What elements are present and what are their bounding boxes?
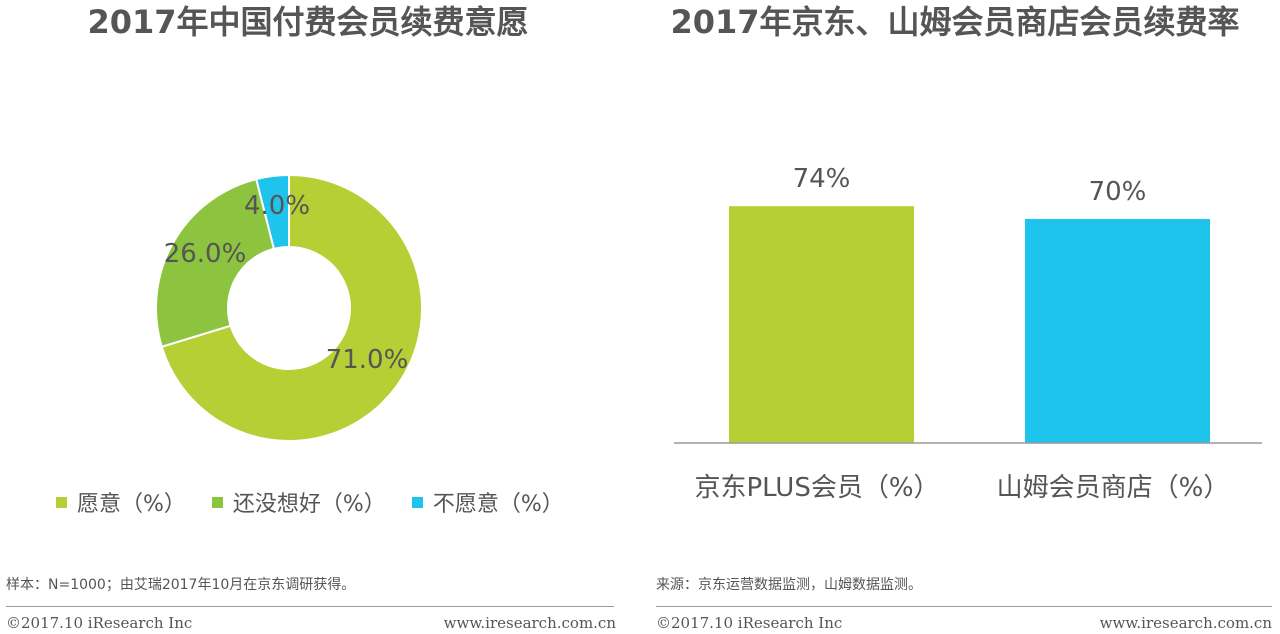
left-copyright: ©2017.10 iResearch Inc: [6, 614, 193, 632]
legend-item-undecided: 还没想好（%）: [211, 486, 386, 518]
left-footer-rule: [6, 606, 614, 607]
donut-label-unwilling: 4.0%: [244, 191, 310, 221]
donut-label-undecided: 26.0%: [164, 239, 247, 269]
bar-category-label-sams: 山姆会员商店（%）: [996, 473, 1230, 503]
donut-slice-undecided: [155, 177, 276, 348]
sample-note: 样本：N=1000；由艾瑞2017年10月在京东调研获得。: [6, 577, 356, 593]
bar-sams-club: [1025, 219, 1210, 443]
legend-swatch-unwilling: [411, 496, 423, 508]
left-url: www.iresearch.com.cn: [443, 614, 616, 632]
right-copyright: ©2017.10 iResearch Inc: [656, 614, 843, 632]
legend-label-willing: 愿意（%）: [77, 492, 186, 517]
legend-item-willing: 愿意（%）: [56, 486, 186, 518]
bar-chart-title: 2017年京东、山姆会员商店会员续费率: [670, 3, 1240, 41]
legend-item-unwilling: 不愿意（%）: [411, 486, 564, 518]
right-url: www.iresearch.com.cn: [1099, 614, 1272, 632]
donut-slice-willing: [160, 173, 423, 442]
donut-label-willing: 71.0%: [326, 345, 409, 375]
legend-label-unwilling: 不愿意（%）: [432, 492, 564, 517]
donut-chart-title: 2017年中国付费会员续费意愿: [87, 3, 529, 41]
bar-value-label-jd: 74%: [793, 164, 851, 194]
legend-label-undecided: 还没想好（%）: [232, 492, 386, 517]
donut-slice-unwilling: [255, 173, 290, 251]
right-footer-rule: [656, 606, 1272, 607]
donut-legend: 愿意（%） 还没想好（%） 不愿意（%）: [56, 484, 590, 520]
legend-swatch-willing: [56, 496, 67, 508]
bar-value-label-sams: 70%: [1089, 177, 1147, 207]
legend-swatch-undecided: [211, 496, 223, 508]
bar-category-label-jd: 京东PLUS会员（%）: [694, 473, 940, 503]
source-note: 来源：京东运营数据监测，山姆数据监测。: [656, 577, 922, 593]
bar-jd-plus: [729, 206, 914, 443]
